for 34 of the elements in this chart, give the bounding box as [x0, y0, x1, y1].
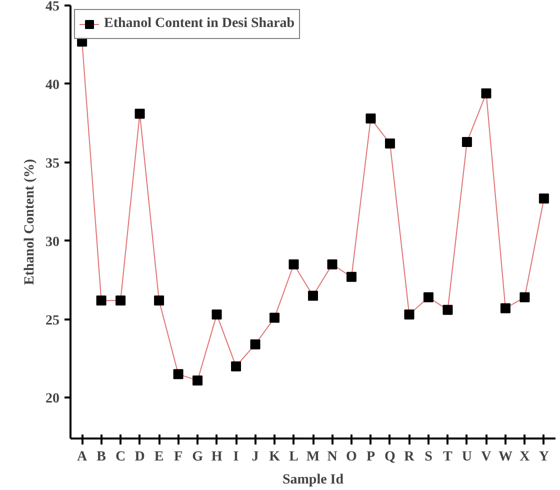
- x-tick-label: L: [289, 450, 298, 464]
- x-tick-label: F: [174, 450, 183, 464]
- legend-label: Ethanol Content in Desi Sharab: [104, 16, 295, 32]
- x-tick-label: H: [211, 450, 222, 464]
- x-tick-label: I: [233, 450, 239, 464]
- x-tick-label: K: [269, 450, 280, 464]
- x-tick-label: G: [192, 450, 204, 464]
- y-tick-label: 25: [46, 313, 60, 328]
- x-tick-label: Q: [384, 450, 396, 464]
- y-tick-label: 30: [46, 234, 60, 250]
- x-tick-label: D: [134, 450, 145, 464]
- x-tick-label: T: [443, 450, 454, 464]
- x-tick-label: J: [252, 450, 259, 464]
- x-tick-label: X: [520, 450, 530, 464]
- x-tick-label: N: [327, 450, 338, 464]
- x-tick-label: S: [424, 450, 433, 464]
- y-tick-label: 35: [46, 156, 60, 172]
- x-tick-label: W: [498, 450, 512, 464]
- x-tick-label: C: [115, 450, 126, 464]
- x-tick-label: O: [346, 450, 358, 464]
- x-axis-title: Sample Id: [282, 472, 344, 488]
- x-tick-label: M: [306, 450, 320, 464]
- x-tick-label: P: [366, 450, 376, 464]
- y-tick-label: 40: [46, 78, 60, 93]
- y-axis-title: Ethanol Content (%): [22, 158, 38, 286]
- y-tick-label: 20: [46, 392, 60, 407]
- x-tick-label: B: [96, 450, 106, 464]
- y-tick-label: 45: [46, 0, 60, 14]
- x-tick-label: E: [154, 450, 164, 464]
- x-tick-label: U: [462, 450, 472, 464]
- x-tick-label: A: [76, 450, 88, 464]
- x-tick-label: V: [481, 450, 492, 464]
- x-tick-label: Y: [538, 450, 550, 464]
- x-tick-label: R: [404, 450, 416, 464]
